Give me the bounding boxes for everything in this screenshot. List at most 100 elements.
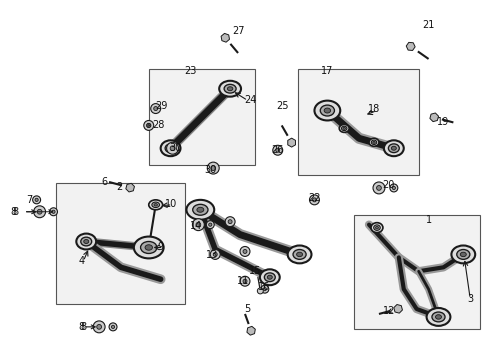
Circle shape bbox=[313, 198, 317, 202]
Circle shape bbox=[243, 249, 247, 253]
Circle shape bbox=[35, 198, 38, 202]
Ellipse shape bbox=[84, 239, 89, 243]
Circle shape bbox=[196, 222, 201, 227]
Circle shape bbox=[243, 279, 247, 283]
Text: 4: 4 bbox=[78, 256, 84, 266]
Circle shape bbox=[210, 249, 220, 260]
Circle shape bbox=[263, 288, 267, 291]
Circle shape bbox=[207, 162, 219, 174]
Ellipse shape bbox=[427, 308, 450, 326]
Circle shape bbox=[240, 247, 250, 256]
Circle shape bbox=[144, 121, 154, 130]
Circle shape bbox=[170, 146, 175, 150]
Bar bbox=[149, 69, 255, 165]
Ellipse shape bbox=[268, 275, 272, 279]
Ellipse shape bbox=[81, 237, 92, 246]
Ellipse shape bbox=[161, 140, 180, 156]
Text: 18: 18 bbox=[368, 104, 380, 113]
Ellipse shape bbox=[149, 200, 163, 210]
Ellipse shape bbox=[197, 207, 204, 212]
Text: 21: 21 bbox=[422, 20, 435, 30]
Circle shape bbox=[390, 184, 398, 192]
Circle shape bbox=[206, 221, 214, 229]
Circle shape bbox=[37, 210, 42, 214]
Ellipse shape bbox=[296, 252, 302, 257]
Text: 28: 28 bbox=[152, 121, 165, 130]
Circle shape bbox=[93, 321, 105, 333]
Ellipse shape bbox=[293, 249, 306, 259]
Circle shape bbox=[148, 125, 149, 126]
Text: 29: 29 bbox=[155, 100, 168, 111]
Ellipse shape bbox=[134, 237, 164, 258]
Circle shape bbox=[147, 123, 151, 127]
Circle shape bbox=[373, 182, 385, 194]
Circle shape bbox=[261, 285, 269, 293]
Text: 15: 15 bbox=[249, 266, 261, 276]
Bar bbox=[297, 69, 418, 175]
Ellipse shape bbox=[76, 234, 96, 249]
Text: 20: 20 bbox=[383, 180, 395, 190]
Circle shape bbox=[167, 142, 178, 154]
Ellipse shape bbox=[460, 252, 466, 257]
Ellipse shape bbox=[392, 146, 396, 150]
Bar bbox=[354, 215, 480, 329]
Ellipse shape bbox=[227, 87, 233, 91]
Text: 26: 26 bbox=[271, 145, 284, 155]
Circle shape bbox=[52, 210, 55, 213]
Text: 13: 13 bbox=[206, 251, 219, 260]
Circle shape bbox=[209, 223, 212, 226]
Ellipse shape bbox=[451, 246, 475, 264]
Ellipse shape bbox=[373, 141, 375, 143]
Ellipse shape bbox=[193, 204, 208, 215]
Text: 22: 22 bbox=[308, 193, 321, 203]
Text: 2: 2 bbox=[116, 182, 122, 192]
Text: 14: 14 bbox=[190, 221, 202, 231]
Circle shape bbox=[240, 276, 250, 286]
Ellipse shape bbox=[324, 108, 331, 113]
Ellipse shape bbox=[384, 140, 404, 156]
Ellipse shape bbox=[154, 203, 157, 206]
Ellipse shape bbox=[457, 249, 470, 259]
Circle shape bbox=[97, 324, 101, 329]
Ellipse shape bbox=[264, 273, 275, 282]
Circle shape bbox=[273, 145, 283, 155]
Ellipse shape bbox=[374, 225, 380, 230]
Ellipse shape bbox=[260, 269, 280, 285]
Text: 16: 16 bbox=[258, 282, 270, 292]
Circle shape bbox=[49, 208, 57, 216]
Circle shape bbox=[276, 148, 280, 152]
Text: 27: 27 bbox=[232, 26, 245, 36]
Circle shape bbox=[33, 196, 41, 204]
Text: 8: 8 bbox=[13, 207, 19, 217]
Text: 9: 9 bbox=[158, 243, 164, 252]
Circle shape bbox=[109, 323, 117, 331]
Circle shape bbox=[310, 195, 319, 205]
Text: 8: 8 bbox=[80, 322, 86, 332]
Ellipse shape bbox=[141, 242, 157, 253]
Ellipse shape bbox=[342, 126, 347, 131]
Text: 25: 25 bbox=[276, 100, 289, 111]
Ellipse shape bbox=[320, 105, 335, 116]
Text: 6: 6 bbox=[101, 177, 107, 187]
Circle shape bbox=[34, 206, 46, 218]
Text: 24: 24 bbox=[244, 95, 256, 105]
Ellipse shape bbox=[389, 144, 399, 153]
Text: 23: 23 bbox=[184, 66, 196, 76]
Circle shape bbox=[228, 220, 232, 224]
Circle shape bbox=[211, 166, 216, 171]
Ellipse shape bbox=[315, 100, 340, 121]
Circle shape bbox=[392, 186, 395, 189]
Text: 11: 11 bbox=[237, 276, 249, 286]
Ellipse shape bbox=[375, 226, 378, 229]
Ellipse shape bbox=[145, 245, 152, 250]
Circle shape bbox=[147, 123, 151, 127]
Ellipse shape bbox=[187, 200, 214, 220]
Ellipse shape bbox=[224, 84, 236, 93]
Ellipse shape bbox=[152, 202, 160, 207]
Text: 5: 5 bbox=[244, 304, 250, 314]
Circle shape bbox=[225, 217, 235, 227]
Circle shape bbox=[111, 325, 115, 328]
Text: 30: 30 bbox=[170, 143, 182, 153]
Text: 17: 17 bbox=[321, 66, 334, 76]
Ellipse shape bbox=[165, 144, 176, 153]
